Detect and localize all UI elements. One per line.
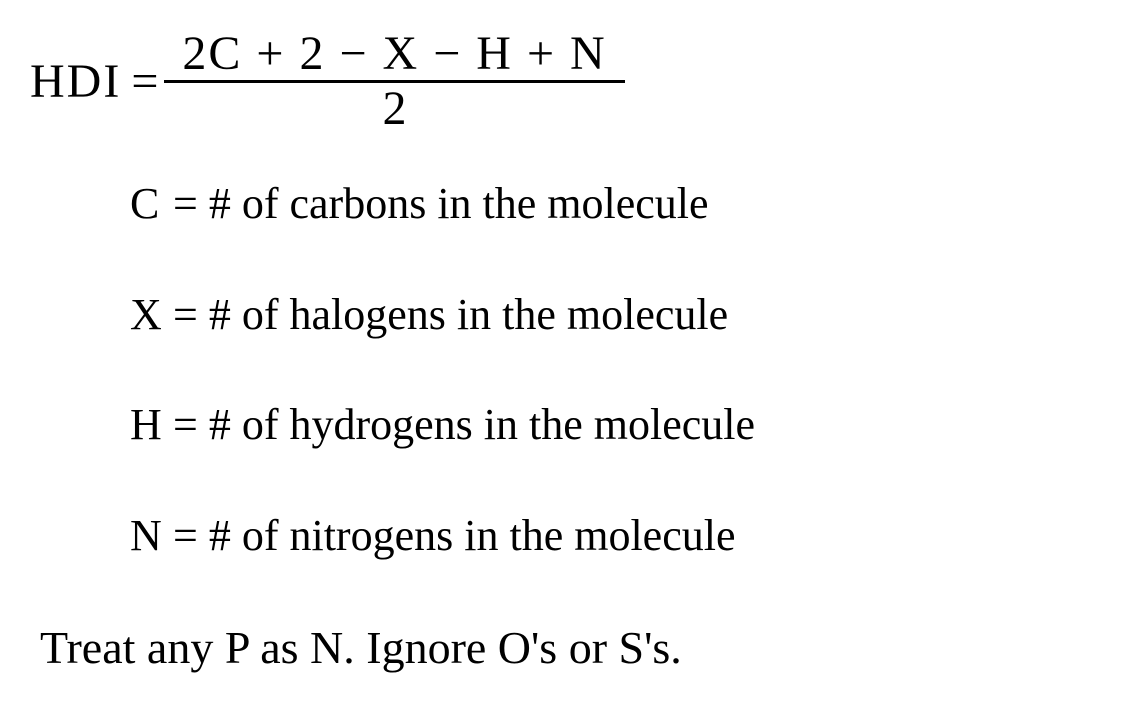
- definition-hash: #: [209, 290, 231, 339]
- definition-hash: #: [209, 179, 231, 228]
- formula-equals: =: [125, 54, 164, 109]
- definition-hash: #: [209, 400, 231, 449]
- definition-var: H: [130, 400, 162, 451]
- definition-eq: =: [173, 179, 198, 228]
- definition-desc: halogens in the molecule: [289, 290, 728, 339]
- hdi-formula: HDI = 2C + 2 − X − H + N 2: [30, 30, 1096, 133]
- definition-nitrogen: N = # of nitrogens in the molecule: [130, 511, 1096, 562]
- treat-p-note: Treat any P as N. Ignore O's or S's.: [40, 621, 1096, 674]
- definition-desc: nitrogens in the molecule: [289, 511, 735, 560]
- definition-eq: =: [173, 400, 198, 449]
- formula-denominator: 2: [383, 83, 407, 133]
- definition-hydrogen: H = # of hydrogens in the molecule: [130, 400, 1096, 451]
- formula-lhs: HDI: [30, 54, 125, 109]
- formula-numerator: 2C + 2 − X − H + N: [164, 30, 624, 83]
- definition-desc: hydrogens in the molecule: [289, 400, 755, 449]
- definition-of: of: [242, 179, 279, 228]
- definition-var: C: [130, 179, 162, 230]
- definition-halogen: X = # of halogens in the molecule: [130, 290, 1096, 341]
- formula-fraction: 2C + 2 − X − H + N 2: [164, 30, 624, 133]
- definition-var: X: [130, 290, 162, 341]
- definition-carbon: C = # of carbons in the molecule: [130, 179, 1096, 230]
- definition-of: of: [242, 511, 279, 560]
- definition-eq: =: [173, 290, 198, 339]
- definition-desc: carbons in the molecule: [289, 179, 708, 228]
- definition-of: of: [242, 290, 279, 339]
- definition-eq: =: [173, 511, 198, 560]
- variable-definitions: C = # of carbons in the molecule X = # o…: [130, 179, 1096, 561]
- definition-hash: #: [209, 511, 231, 560]
- page: HDI = 2C + 2 − X − H + N 2 C = # of carb…: [0, 0, 1126, 728]
- definition-of: of: [242, 400, 279, 449]
- definition-var: N: [130, 511, 162, 562]
